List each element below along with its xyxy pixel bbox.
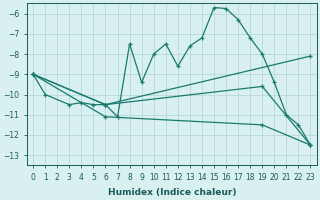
X-axis label: Humidex (Indice chaleur): Humidex (Indice chaleur) bbox=[108, 188, 236, 197]
